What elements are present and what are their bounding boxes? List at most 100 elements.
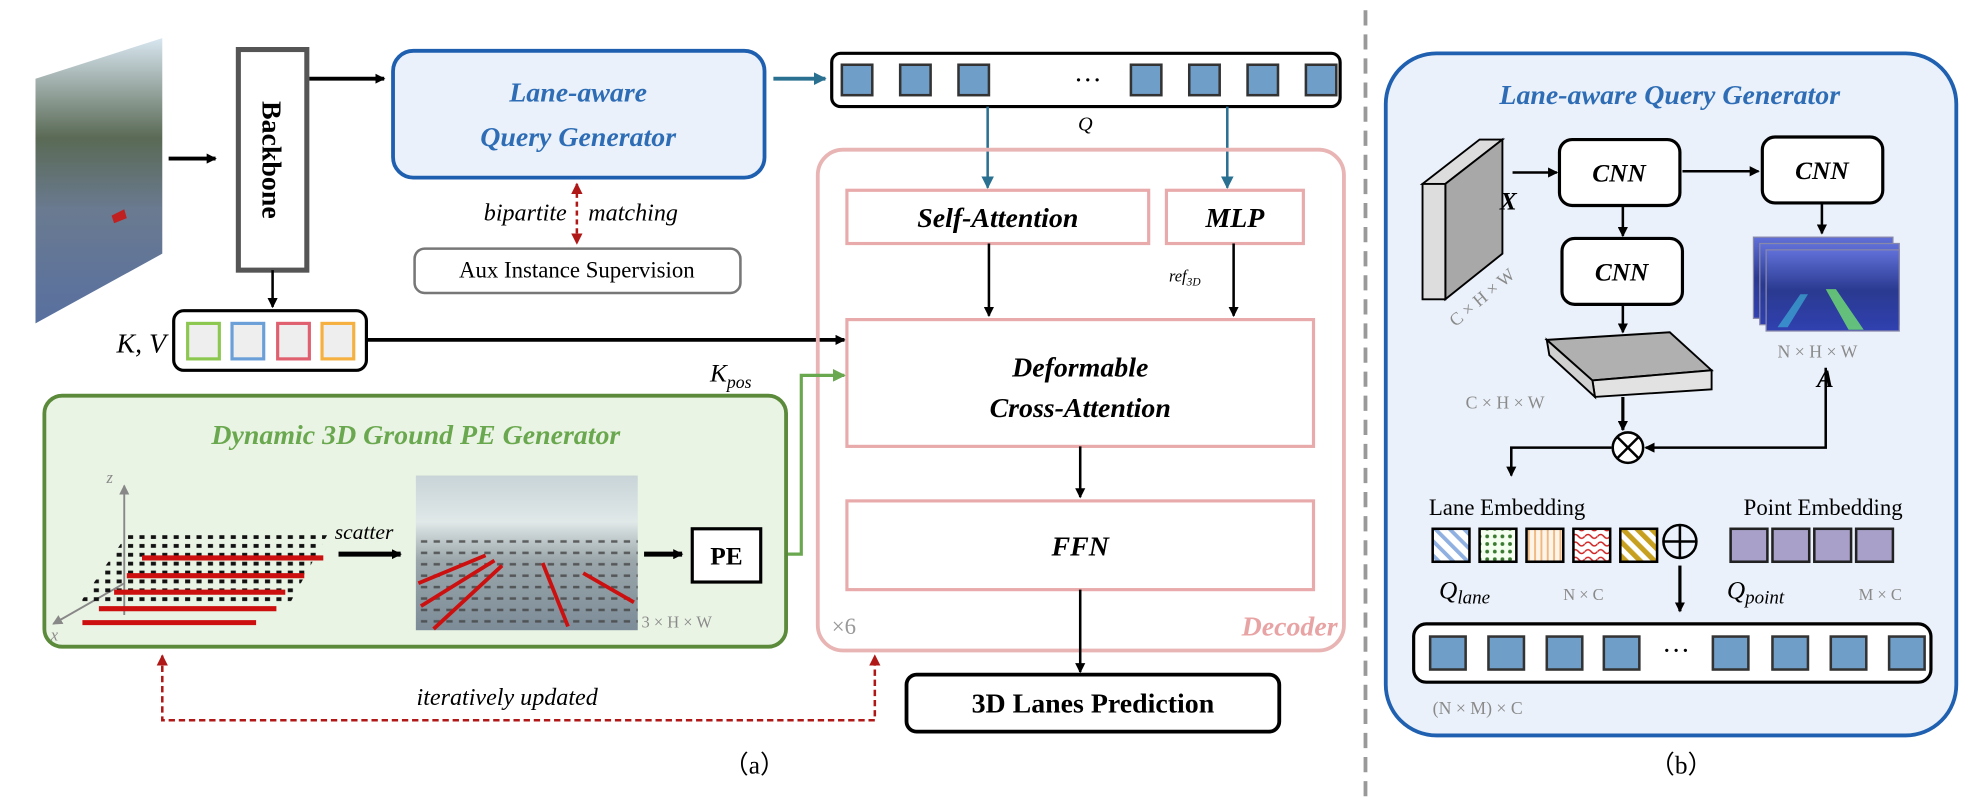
lane-token — [1619, 527, 1659, 564]
caption-b: （b） — [1649, 751, 1712, 779]
arrow-multiply-to-lane-embedding — [1506, 446, 1612, 477]
cnn-label-3: CNN — [1595, 258, 1650, 286]
lane-token — [1431, 527, 1471, 564]
query-token — [1246, 63, 1280, 97]
cnn-block-1 — [1557, 137, 1682, 208]
aux-instance-supervision-block — [413, 247, 742, 295]
combined-token — [1829, 635, 1868, 671]
pe-label: PE — [710, 542, 742, 570]
kv-token-red — [276, 321, 311, 361]
combined-token — [1771, 635, 1810, 671]
point-token — [1729, 527, 1769, 564]
combined-query-tokens — [1428, 635, 1926, 671]
feature-dims-label: C × H × W — [1466, 392, 1545, 412]
query-token — [957, 63, 991, 97]
lane-aware-query-generator-block — [391, 48, 767, 180]
query-token — [1187, 63, 1221, 97]
point-token — [1813, 527, 1853, 564]
ffn-label: FFN — [1051, 531, 1110, 562]
kv-token-green — [186, 321, 221, 361]
matching-label: matching — [588, 201, 678, 227]
decoder-label: Decoder — [1241, 611, 1339, 642]
iterative-update-loop — [156, 654, 881, 722]
mlp-label: MLP — [1204, 203, 1265, 234]
ref3d-sub: 3D — [1186, 276, 1202, 288]
ffn-block — [845, 499, 1316, 592]
self-attention-block — [845, 188, 1151, 246]
cnn-label-1: CNN — [1592, 159, 1647, 187]
kpos-label: Kpos — [709, 360, 752, 392]
query-token — [898, 63, 932, 97]
query-tokens — [840, 63, 1338, 97]
z-axis-label: z — [106, 468, 114, 487]
caption-a: （a） — [723, 751, 785, 779]
aux-instance-supervision-label: Aux Instance Supervision — [459, 258, 695, 283]
combined-dims-label: (N × M) × C — [1433, 698, 1523, 718]
add-icon — [1662, 523, 1698, 560]
multiply-icon — [1611, 431, 1645, 465]
mc-label: M × C — [1859, 585, 1902, 604]
kv-token-orange — [320, 321, 356, 361]
q-point-base: Q — [1727, 577, 1745, 605]
combined-token — [1428, 635, 1467, 671]
combined-token — [1887, 635, 1926, 671]
lane-aware-query-generator-detail — [1383, 51, 1959, 738]
query-token — [840, 63, 874, 97]
3d-lanes-prediction-block — [904, 672, 1282, 734]
q-point-label: Qpoint — [1727, 577, 1785, 609]
backbone-block — [235, 47, 310, 273]
cnn-label-2: CNN — [1795, 157, 1850, 185]
q-lane-base: Q — [1439, 577, 1457, 605]
q-point-sub: point — [1743, 588, 1785, 609]
car-in-image — [111, 209, 127, 224]
combined-token — [1487, 635, 1526, 671]
self-attention-label: Self-Attention — [917, 203, 1078, 234]
a-label: A — [1815, 365, 1834, 393]
combined-token — [1711, 635, 1750, 671]
kv-token-blue — [230, 321, 266, 361]
lane-embedding-tokens — [1431, 527, 1659, 564]
point-token — [1854, 527, 1895, 564]
pe-generator-title: Dynamic 3D Ground PE Generator — [210, 420, 621, 451]
lane-token — [1525, 527, 1565, 564]
combined-ellipsis: ··· — [1662, 635, 1690, 666]
input-feature-map — [1419, 137, 1506, 302]
iteratively-updated-label: iteratively updated — [417, 685, 599, 711]
combined-token — [1602, 635, 1641, 671]
x-label: X — [1499, 187, 1518, 215]
query-ellipsis: ··· — [1074, 65, 1102, 96]
pe-dims-label: 3 × H × W — [642, 613, 713, 632]
query-token — [1129, 63, 1163, 97]
ref3d-label: ref3D — [1169, 267, 1201, 289]
repeat-label: ×6 — [832, 614, 856, 639]
point-embedding-tokens — [1729, 527, 1895, 564]
arrow-attention-to-multiply — [1644, 367, 1827, 453]
lane-feature-map — [1544, 331, 1714, 400]
backbone-label: Backbone — [255, 101, 286, 219]
query-generator-label-2: Query Generator — [480, 122, 677, 153]
q-label: Q — [1078, 114, 1093, 136]
scatter-label: scatter — [335, 520, 394, 544]
lane-embedding-label: Lane Embedding — [1429, 495, 1585, 520]
mlp-block — [1164, 188, 1305, 246]
query-generator-label-1: Lane-aware — [508, 78, 647, 109]
point-token — [1771, 527, 1811, 564]
panel-b-title: Lane-aware Query Generator — [1498, 80, 1841, 111]
lane-token — [1478, 527, 1518, 564]
deformable-label-1: Deformable — [1011, 353, 1148, 384]
pe-block — [690, 527, 763, 584]
3d-lanes-prediction-label: 3D Lanes Prediction — [972, 689, 1215, 720]
x-axis-label: x — [50, 625, 59, 644]
kpos-base: K — [709, 360, 728, 388]
projected-lane-lines — [417, 553, 635, 631]
input-image — [35, 38, 163, 324]
deformable-label-2: Cross-Attention — [990, 393, 1171, 424]
query-token — [1304, 63, 1338, 97]
q-lane-label: Qlane — [1439, 577, 1490, 609]
attention-dims-label: N × H × W — [1778, 342, 1858, 362]
combined-token — [1545, 635, 1584, 671]
attention-maps — [1752, 236, 1900, 332]
kv-label: K, V — [116, 329, 170, 360]
kpos-sub: pos — [725, 372, 752, 392]
